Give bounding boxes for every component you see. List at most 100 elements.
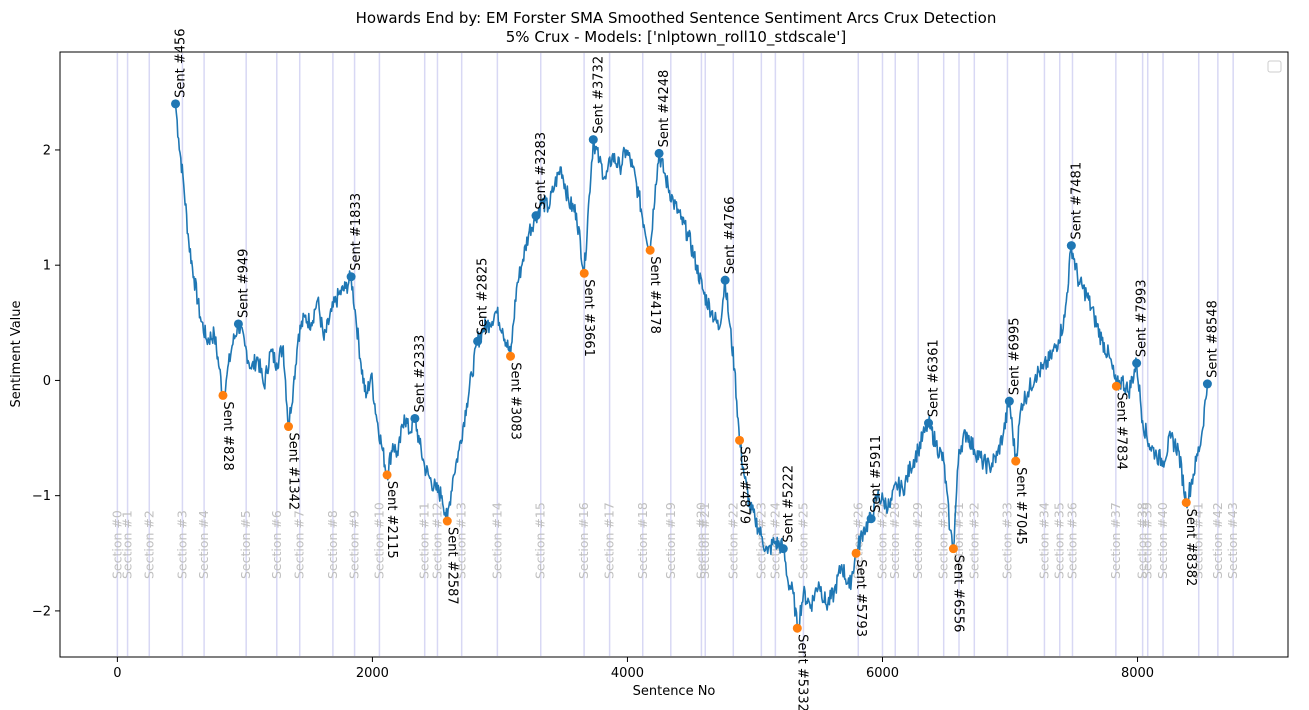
section-label: Section #15 bbox=[533, 502, 548, 579]
peak-point bbox=[1202, 379, 1212, 389]
y-axis-ticks: −2 −1 0 1 2 bbox=[32, 143, 60, 619]
section-label: Section #8 bbox=[325, 510, 340, 579]
valley-point bbox=[1181, 498, 1191, 508]
peak-point bbox=[1132, 358, 1142, 368]
peak-point bbox=[778, 544, 788, 554]
x-tick-label: 4000 bbox=[611, 666, 644, 681]
peak-label: Sent #5911 bbox=[869, 435, 884, 513]
peak-label: Sent #1833 bbox=[349, 193, 364, 271]
section-label: Section #21 bbox=[697, 502, 712, 579]
peak-label: Sent #5222 bbox=[781, 465, 796, 543]
peak-point bbox=[171, 99, 181, 109]
x-tick-label: 2000 bbox=[356, 666, 389, 681]
section-label: Section #32 bbox=[966, 502, 981, 579]
section-label: Section #16 bbox=[576, 502, 591, 579]
section-label: Section #11 bbox=[417, 502, 432, 579]
valley-point bbox=[382, 470, 392, 480]
peak-label: Sent #7993 bbox=[1135, 279, 1150, 357]
section-label: Section #43 bbox=[1225, 502, 1240, 579]
peak-point bbox=[1066, 241, 1076, 251]
y-tick-label: −2 bbox=[32, 604, 51, 619]
valley-label: Sent #7045 bbox=[1013, 467, 1028, 545]
peak-point bbox=[720, 275, 730, 285]
section-label: Section #6 bbox=[269, 510, 284, 579]
section-label: Section #18 bbox=[635, 502, 650, 579]
valley-label: Sent #3661 bbox=[581, 279, 596, 357]
section-label: Section #9 bbox=[347, 510, 362, 579]
valley-label: Sent #3083 bbox=[508, 362, 523, 440]
section-label: Section #1 bbox=[120, 510, 135, 579]
section-label: Section #28 bbox=[887, 502, 902, 579]
section-label: Section #5 bbox=[238, 510, 253, 579]
peak-point bbox=[924, 418, 934, 428]
x-tick-label: 0 bbox=[113, 666, 121, 681]
valley-label: Sent #2115 bbox=[384, 481, 399, 559]
peak-label: Sent #7481 bbox=[1069, 162, 1084, 240]
y-axis-label: Sentiment Value bbox=[9, 300, 24, 407]
section-label: Section #12 bbox=[429, 502, 444, 579]
valley-label: Sent #5332 bbox=[794, 634, 809, 710]
valley-label: Sent #4178 bbox=[647, 256, 662, 334]
valley-point bbox=[506, 351, 516, 361]
section-label: Section #42 bbox=[1210, 502, 1225, 579]
peak-label: Sent #3283 bbox=[534, 132, 549, 210]
chart-subtitle: 5% Crux - Models: ['nlptown_roll10_stdsc… bbox=[506, 28, 847, 47]
peak-point bbox=[346, 272, 356, 282]
x-tick-label: 6000 bbox=[866, 666, 899, 681]
section-label: Section #10 bbox=[371, 502, 386, 579]
valley-point bbox=[645, 245, 655, 255]
section-label: Section #35 bbox=[1052, 502, 1067, 579]
peak-point bbox=[866, 514, 876, 524]
valley-point bbox=[1111, 381, 1121, 391]
valley-point bbox=[218, 390, 228, 400]
section-label: Section #40 bbox=[1155, 502, 1170, 579]
peak-label: Sent #2825 bbox=[476, 258, 491, 336]
section-label: Section #39 bbox=[1140, 502, 1155, 579]
empty-legend bbox=[1267, 60, 1282, 73]
section-label: Section #36 bbox=[1064, 502, 1079, 579]
section-label: Section #27 bbox=[874, 502, 889, 579]
section-label: Section #19 bbox=[663, 502, 678, 579]
section-label: Section #29 bbox=[910, 502, 925, 579]
section-label: Section #33 bbox=[999, 502, 1014, 579]
valley-point bbox=[284, 422, 294, 432]
section-label: Section #17 bbox=[602, 502, 617, 579]
peak-label: Sent #4248 bbox=[657, 70, 672, 148]
peak-point bbox=[473, 336, 483, 346]
peak-label: Sent #6995 bbox=[1007, 317, 1022, 395]
y-tick-label: −1 bbox=[32, 489, 51, 504]
y-tick-label: 1 bbox=[43, 259, 51, 274]
valley-label: Sent #8382 bbox=[1183, 509, 1198, 587]
x-axis-ticks: 0 2000 4000 6000 8000 bbox=[113, 657, 1154, 681]
section-label: Section #23 bbox=[753, 502, 768, 579]
section-label: Section #22 bbox=[725, 502, 740, 579]
peak-label: Sent #4766 bbox=[723, 196, 738, 274]
section-label: Section #41 bbox=[1191, 502, 1206, 579]
section-label: Section #25 bbox=[795, 502, 810, 579]
section-label: Section #4 bbox=[196, 510, 211, 579]
section-label: Section #24 bbox=[767, 502, 782, 579]
chart-title: Howards End by: EM Forster SMA Smoothed … bbox=[356, 9, 997, 27]
peak-label: Sent #949 bbox=[236, 249, 251, 318]
peak-point bbox=[233, 319, 243, 329]
peak-point bbox=[531, 211, 541, 221]
section-label: Section #7 bbox=[292, 510, 307, 579]
peak-label: Sent #8548 bbox=[1205, 300, 1220, 378]
valley-label: Sent #4879 bbox=[737, 446, 752, 524]
valley-point bbox=[792, 623, 802, 633]
valley-label: Sent #5793 bbox=[853, 559, 868, 637]
section-label: Section #37 bbox=[1108, 502, 1123, 579]
plot-frame bbox=[59, 51, 1289, 658]
x-tick-label: 8000 bbox=[1121, 666, 1154, 681]
valley-point bbox=[1011, 456, 1021, 466]
valley-label: Sent #2587 bbox=[444, 527, 459, 605]
peak-label: Sent #3732 bbox=[591, 56, 606, 134]
y-tick-label: 2 bbox=[43, 143, 51, 158]
crux-labels: Sent #456 Sent #949 Sent #1833 Sent #2333 Se… bbox=[174, 28, 1221, 710]
x-axis-label: Sentence No bbox=[633, 684, 716, 699]
section-label: Section #0 bbox=[109, 510, 124, 579]
valley-label: Sent #1342 bbox=[286, 433, 301, 511]
section-label: Section #3 bbox=[174, 510, 189, 579]
